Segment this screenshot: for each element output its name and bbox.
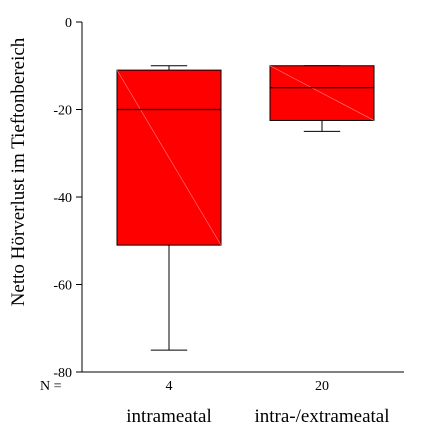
y-tick-label: -40 (53, 191, 72, 206)
n-label: N = (40, 379, 62, 394)
y-axis-label: Netto Hörverlust im Tieftonbereich (8, 37, 29, 306)
y-ticks: 0 -20 -40 -60 -80 (53, 16, 82, 381)
y-tick-label: -20 (53, 104, 72, 119)
n-value: 4 (166, 379, 173, 394)
y-tick-label: -80 (53, 366, 72, 381)
boxes (116, 65, 375, 351)
box-group (116, 65, 222, 351)
box-group (269, 65, 375, 132)
y-tick-label: 0 (65, 16, 72, 31)
category-label: intrameatal (126, 406, 211, 427)
x-labels: 4 intrameatal 20 intra-/extrameatal (126, 379, 389, 427)
n-value: 20 (315, 379, 329, 394)
y-tick-label: -60 (53, 279, 72, 294)
box-diagonal (116, 69, 222, 246)
box-diagonal (269, 65, 375, 121)
category-label: intra-/extrameatal (254, 406, 389, 427)
